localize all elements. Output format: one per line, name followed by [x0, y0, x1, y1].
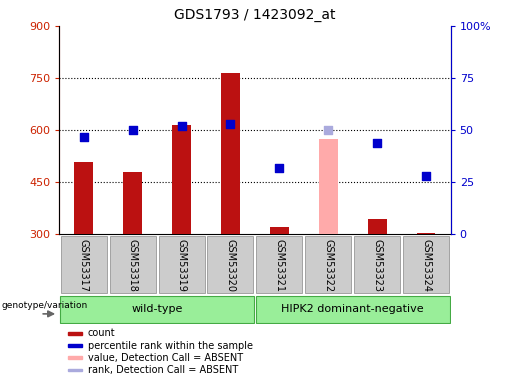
- Bar: [305, 236, 351, 292]
- Point: [177, 123, 185, 129]
- Text: genotype/variation: genotype/variation: [1, 301, 88, 310]
- Text: GSM53320: GSM53320: [226, 238, 235, 292]
- Text: GSM53322: GSM53322: [323, 238, 333, 292]
- Point: [79, 134, 88, 140]
- Text: GSM53318: GSM53318: [128, 238, 138, 291]
- Text: wild-type: wild-type: [131, 304, 183, 314]
- Bar: [403, 236, 449, 292]
- Text: count: count: [88, 328, 115, 339]
- Text: GSM53324: GSM53324: [421, 238, 431, 292]
- Bar: [123, 172, 142, 234]
- Bar: [270, 227, 289, 234]
- Bar: [172, 125, 191, 234]
- Title: GDS1793 / 1423092_at: GDS1793 / 1423092_at: [174, 9, 336, 22]
- Text: rank, Detection Call = ABSENT: rank, Detection Call = ABSENT: [88, 365, 238, 375]
- Text: value, Detection Call = ABSENT: value, Detection Call = ABSENT: [88, 353, 243, 363]
- Bar: [110, 236, 156, 292]
- Bar: [68, 369, 82, 371]
- Bar: [319, 139, 338, 234]
- Bar: [68, 356, 82, 359]
- Bar: [368, 219, 387, 234]
- Point: [128, 128, 136, 134]
- Text: HIPK2 dominant-negative: HIPK2 dominant-negative: [282, 304, 424, 314]
- Bar: [74, 162, 93, 234]
- Bar: [221, 73, 240, 234]
- Bar: [159, 236, 204, 292]
- Bar: [68, 344, 82, 347]
- Text: GSM53317: GSM53317: [79, 238, 89, 292]
- Point: [422, 173, 430, 179]
- Bar: [354, 236, 400, 292]
- Bar: [256, 296, 450, 323]
- Text: GSM53323: GSM53323: [372, 238, 382, 292]
- Text: percentile rank within the sample: percentile rank within the sample: [88, 340, 253, 351]
- Text: GSM53319: GSM53319: [177, 238, 186, 291]
- Bar: [208, 236, 253, 292]
- Bar: [68, 332, 82, 335]
- Bar: [417, 232, 436, 234]
- Point: [226, 121, 234, 127]
- Point: [275, 165, 283, 171]
- Text: GSM53321: GSM53321: [274, 238, 284, 292]
- Bar: [60, 296, 254, 323]
- Point: [373, 140, 381, 146]
- Point: [324, 128, 333, 134]
- Bar: [61, 236, 107, 292]
- Bar: [256, 236, 302, 292]
